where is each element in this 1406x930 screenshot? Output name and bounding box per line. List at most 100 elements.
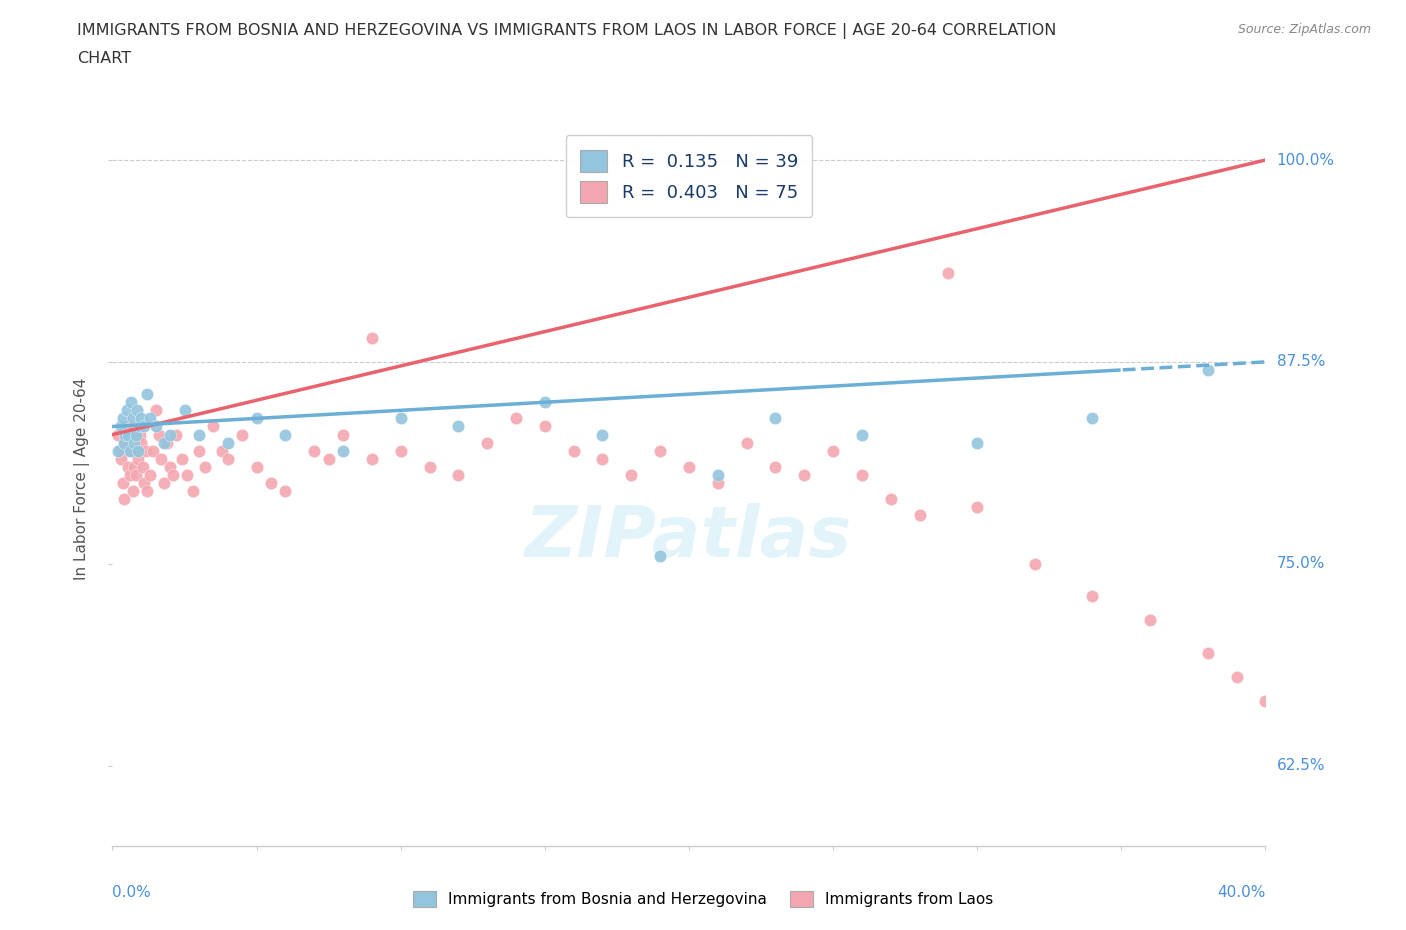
Point	[112, 435, 135, 450]
Point	[1024, 556, 1046, 571]
Point	[678, 459, 700, 474]
Point	[162, 468, 184, 483]
Text: IMMIGRANTS FROM BOSNIA AND HERZEGOVINA VS IMMIGRANTS FROM LAOS IN LABOR FORCE | : IMMIGRANTS FROM BOSNIA AND HERZEGOVINA V…	[77, 23, 1057, 39]
Point	[188, 427, 211, 442]
Point	[447, 468, 470, 483]
Point	[966, 435, 988, 450]
Point	[150, 451, 173, 466]
Point	[128, 419, 150, 434]
Point	[128, 427, 150, 442]
Point	[217, 435, 239, 450]
Point	[122, 459, 145, 474]
Point	[318, 451, 340, 466]
Point	[173, 403, 195, 418]
Point	[127, 444, 149, 458]
Point	[274, 484, 297, 498]
Text: 75.0%: 75.0%	[1277, 556, 1324, 571]
Text: 62.5%: 62.5%	[1277, 758, 1324, 773]
Point	[132, 459, 155, 474]
Text: 87.5%: 87.5%	[1277, 354, 1324, 369]
Point	[194, 459, 217, 474]
Point	[139, 411, 162, 426]
Point	[246, 459, 269, 474]
Point	[114, 435, 136, 450]
Point	[170, 451, 193, 466]
Point	[332, 427, 354, 442]
Point	[966, 499, 988, 514]
Point	[153, 475, 176, 490]
Y-axis label: In Labor Force | Age 20-64: In Labor Force | Age 20-64	[73, 378, 90, 580]
Point	[181, 484, 204, 498]
Point	[851, 427, 873, 442]
Point	[118, 468, 141, 483]
Point	[165, 427, 187, 442]
Point	[304, 444, 326, 458]
Point	[707, 468, 730, 483]
Point	[121, 484, 143, 498]
Point	[142, 444, 165, 458]
Text: Source: ZipAtlas.com: Source: ZipAtlas.com	[1237, 23, 1371, 36]
Point	[188, 444, 211, 458]
Point	[120, 444, 142, 458]
Point	[361, 330, 384, 345]
Point	[505, 411, 527, 426]
Point	[361, 451, 384, 466]
Text: 40.0%: 40.0%	[1218, 885, 1265, 900]
Point	[107, 427, 129, 442]
Point	[1254, 694, 1277, 709]
Point	[707, 475, 730, 490]
Point	[122, 435, 145, 450]
Point	[124, 427, 146, 442]
Point	[136, 484, 159, 498]
Point	[115, 403, 138, 418]
Point	[908, 508, 931, 523]
Point	[534, 419, 557, 434]
Point	[127, 451, 149, 466]
Point	[1139, 613, 1161, 628]
Point	[129, 435, 153, 450]
Point	[125, 444, 148, 458]
Text: 0.0%: 0.0%	[112, 885, 152, 900]
Point	[139, 468, 162, 483]
Point	[534, 395, 557, 410]
Point	[112, 492, 135, 507]
Point	[176, 468, 198, 483]
Point	[134, 475, 156, 490]
Point	[851, 468, 873, 483]
Point	[117, 427, 139, 442]
Point	[148, 427, 170, 442]
Point	[118, 444, 141, 458]
Point	[145, 419, 167, 434]
Point	[592, 451, 614, 466]
Point	[793, 468, 815, 483]
Point	[115, 419, 138, 434]
Point	[121, 411, 143, 426]
Text: ZIPatlas: ZIPatlas	[526, 503, 852, 572]
Point	[136, 387, 159, 402]
Point	[111, 411, 134, 426]
Legend: Immigrants from Bosnia and Herzegovina, Immigrants from Laos: Immigrants from Bosnia and Herzegovina, …	[406, 884, 1000, 913]
Text: 100.0%: 100.0%	[1277, 153, 1334, 167]
Point	[159, 427, 181, 442]
Point	[120, 395, 142, 410]
Point	[217, 451, 239, 466]
Point	[145, 403, 167, 418]
Point	[389, 444, 412, 458]
Point	[1226, 670, 1249, 684]
Point	[477, 435, 499, 450]
Point	[153, 435, 176, 450]
Point	[124, 468, 146, 483]
Point	[111, 475, 134, 490]
Point	[735, 435, 758, 450]
Point	[592, 427, 614, 442]
Point	[202, 419, 225, 434]
Point	[134, 419, 156, 434]
Point	[211, 444, 233, 458]
Point	[110, 419, 132, 434]
Point	[1081, 411, 1104, 426]
Point	[650, 444, 672, 458]
Point	[117, 459, 139, 474]
Point	[156, 435, 179, 450]
Point	[274, 427, 297, 442]
Point	[765, 459, 787, 474]
